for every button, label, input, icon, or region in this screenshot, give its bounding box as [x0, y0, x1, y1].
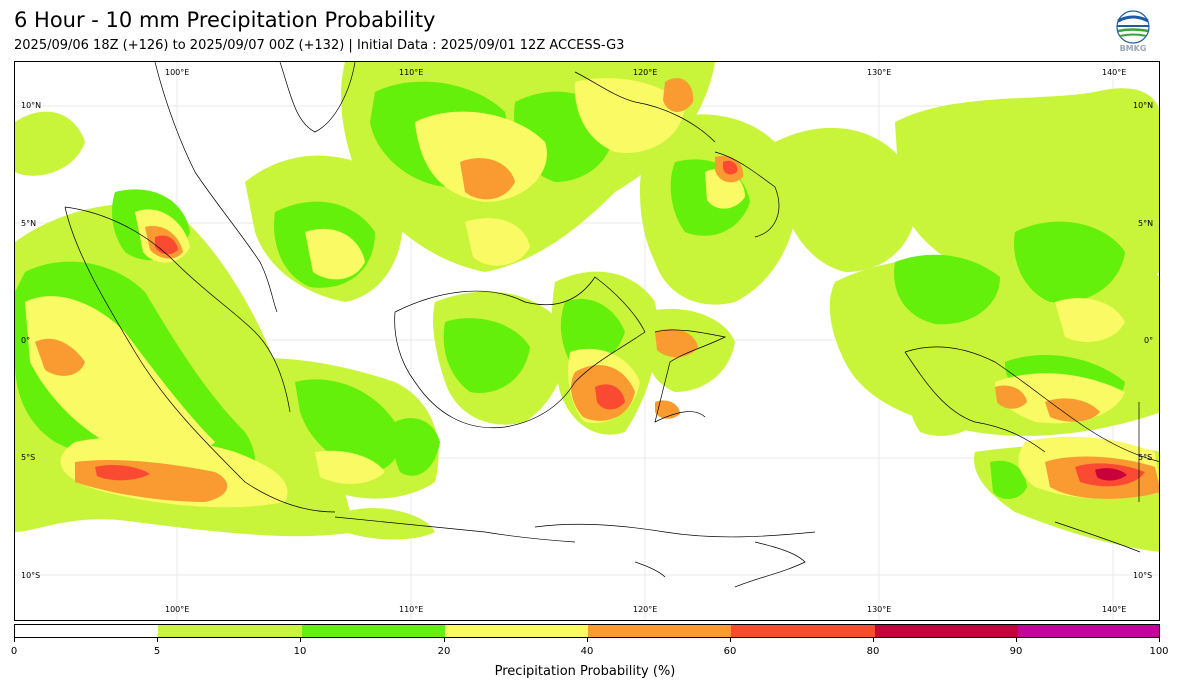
lat-label-5s-right: 5°S: [1138, 453, 1153, 462]
colorbar-tick-0: 0: [10, 646, 18, 657]
logo-text: BMKG: [1119, 44, 1147, 53]
map-canvas: [15, 62, 1159, 620]
colorbar-segment-80-90: [874, 625, 1018, 637]
colorbar-segment-10-20: [301, 625, 445, 637]
lon-label-140e-top: 140°E: [1102, 68, 1127, 77]
lat-label-10n-left: 10°N: [21, 101, 42, 110]
precipitation-map: 100°E 110°E 120°E 130°E 140°E 100°E 110°…: [14, 61, 1160, 621]
colorbar-segment-0-5: [15, 625, 159, 637]
colorbar-tick-10: 10: [293, 646, 307, 657]
map-subtitle: 2025/09/06 18Z (+126) to 2025/09/07 00Z …: [14, 38, 625, 53]
colorbar-tick-100: 100: [1149, 646, 1169, 657]
lon-label-120e-bottom: 120°E: [633, 605, 658, 614]
colorbar-segment-60-80: [731, 625, 875, 637]
lat-label-0-left: 0°: [21, 336, 31, 345]
colorbar-segment-20-40: [444, 625, 588, 637]
colorbar-tick-mark: [1016, 638, 1017, 642]
colorbar-label: Precipitation Probability (%): [0, 664, 1180, 680]
colorbar-segment-90-100: [1017, 625, 1159, 637]
colorbar: [14, 624, 1160, 638]
colorbar-tick-mark: [300, 638, 301, 642]
bmkg-logo: BMKG: [1113, 10, 1153, 56]
lon-label-100e-top: 100°E: [165, 68, 190, 77]
probability-80-90: [1095, 468, 1127, 481]
lat-label-10s-left: 10°S: [21, 571, 41, 580]
lat-label-5n-left: 5°N: [21, 219, 37, 228]
colorbar-tick-mark: [1159, 638, 1160, 642]
colorbar-tick-80: 80: [866, 646, 880, 657]
lon-label-110e-bottom: 110°E: [399, 605, 424, 614]
colorbar-tick-mark: [587, 638, 588, 642]
lon-label-120e-top: 120°E: [633, 68, 658, 77]
colorbar-tick-mark: [157, 638, 158, 642]
lon-label-140e-bottom: 140°E: [1102, 605, 1127, 614]
colorbar-tick-5: 5: [153, 646, 161, 657]
lat-label-5n-right: 5°N: [1138, 219, 1154, 228]
colorbar-segment-5-10: [158, 625, 302, 637]
globe-icon: [1116, 10, 1150, 44]
colorbar-tick-mark: [444, 638, 445, 642]
lat-label-0-right: 0°: [1144, 336, 1154, 345]
coastlines: [64, 62, 1159, 588]
colorbar-tick-20: 20: [437, 646, 451, 657]
colorbar-tick-mark: [14, 638, 15, 642]
lon-label-100e-bottom: 100°E: [165, 605, 190, 614]
map-title: 6 Hour - 10 mm Precipitation Probability: [14, 8, 436, 32]
lat-label-10s-right: 10°S: [1133, 571, 1153, 580]
colorbar-label-text: Precipitation Probability (%): [494, 664, 676, 679]
lat-label-10n-right: 10°N: [1133, 101, 1154, 110]
lon-label-110e-top: 110°E: [399, 68, 424, 77]
colorbar-tick-60: 60: [723, 646, 737, 657]
colorbar-tick-90: 90: [1009, 646, 1023, 657]
colorbar-tick-mark: [873, 638, 874, 642]
lon-label-130e-bottom: 130°E: [867, 605, 892, 614]
colorbar-tick-mark: [730, 638, 731, 642]
lat-label-5s-left: 5°S: [21, 453, 36, 462]
lon-label-130e-top: 130°E: [867, 68, 892, 77]
colorbar-segment-40-60: [588, 625, 732, 637]
colorbar-tick-40: 40: [580, 646, 594, 657]
